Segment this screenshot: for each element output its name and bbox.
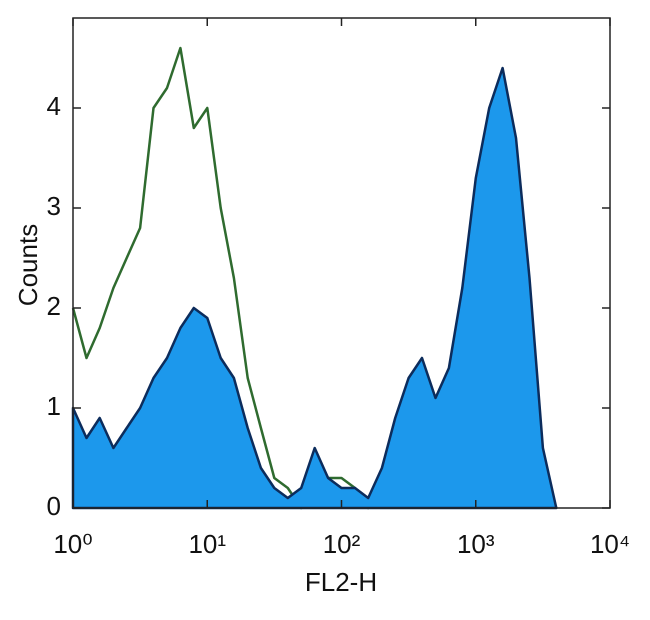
x-tick-label: 10⁰ [53,529,92,559]
y-tick-label: 2 [47,291,61,321]
y-tick-label: 3 [47,191,61,221]
x-axis-label: FL2-H [305,567,377,597]
y-tick-label: 0 [47,491,61,521]
y-tick-label: 1 [47,391,61,421]
y-tick-label: 4 [47,91,61,121]
x-tick-label: 10⁴ [590,529,630,559]
x-tick-label: 10² [323,529,361,559]
histogram-area [71,66,558,510]
x-tick-label: 10¹ [188,529,226,559]
y-axis-label: Counts [13,224,43,306]
x-tick-label: 10³ [457,529,495,559]
